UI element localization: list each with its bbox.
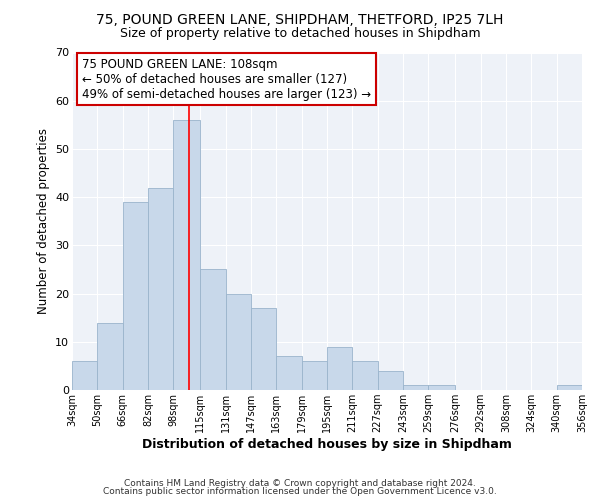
Bar — [72, 361, 97, 390]
Bar — [377, 370, 403, 390]
Text: 75 POUND GREEN LANE: 108sqm
← 50% of detached houses are smaller (127)
49% of se: 75 POUND GREEN LANE: 108sqm ← 50% of det… — [82, 58, 371, 100]
Bar — [122, 202, 148, 390]
Bar — [251, 308, 277, 390]
Bar — [277, 356, 302, 390]
Bar — [302, 361, 327, 390]
Bar — [226, 294, 251, 390]
Text: Size of property relative to detached houses in Shipdham: Size of property relative to detached ho… — [119, 28, 481, 40]
Text: 75, POUND GREEN LANE, SHIPDHAM, THETFORD, IP25 7LH: 75, POUND GREEN LANE, SHIPDHAM, THETFORD… — [97, 12, 503, 26]
Bar — [327, 346, 352, 390]
Bar — [97, 322, 122, 390]
Bar — [352, 361, 377, 390]
Y-axis label: Number of detached properties: Number of detached properties — [37, 128, 50, 314]
Text: Contains public sector information licensed under the Open Government Licence v3: Contains public sector information licen… — [103, 487, 497, 496]
X-axis label: Distribution of detached houses by size in Shipdham: Distribution of detached houses by size … — [142, 438, 512, 451]
Bar — [428, 385, 455, 390]
Bar — [557, 385, 582, 390]
Bar — [200, 270, 226, 390]
Text: Contains HM Land Registry data © Crown copyright and database right 2024.: Contains HM Land Registry data © Crown c… — [124, 478, 476, 488]
Bar — [173, 120, 200, 390]
Bar — [403, 385, 428, 390]
Bar — [148, 188, 173, 390]
